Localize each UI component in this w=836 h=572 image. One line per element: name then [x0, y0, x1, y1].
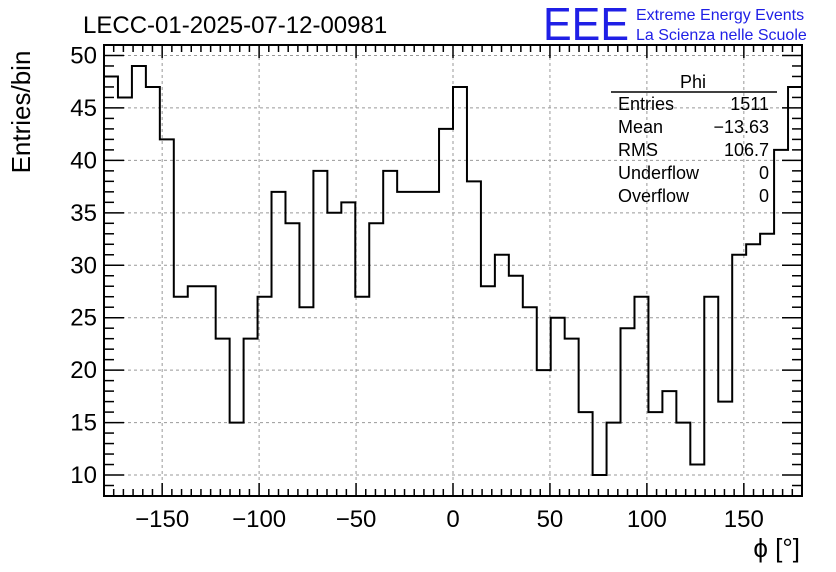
y-tick-label: 50	[70, 42, 97, 69]
y-axis-label: Entries/bin	[6, 51, 36, 174]
histogram-bin	[676, 423, 690, 496]
eee-logo: EEE Extreme Energy Events La Scienza nel…	[543, 0, 807, 50]
histogram-bin	[299, 307, 313, 496]
histogram-bin	[132, 66, 146, 496]
x-tick-label: −150	[135, 506, 189, 533]
histogram-bin	[704, 297, 718, 496]
histogram-bin	[593, 475, 607, 496]
logo-letters: EEE	[543, 0, 629, 50]
histogram-bin	[760, 234, 774, 496]
histogram-bin	[537, 370, 551, 496]
histogram-bin	[341, 202, 355, 496]
histogram-bin	[579, 412, 593, 496]
histogram-bin	[397, 192, 411, 496]
histogram-bars	[104, 64, 802, 496]
histogram-bin	[495, 255, 509, 496]
histogram-bin	[509, 276, 523, 496]
histogram-bin	[313, 171, 327, 496]
histogram-bin	[272, 192, 286, 496]
logo-line2: La Scienza nelle Scuole	[636, 27, 807, 44]
y-tick-label: 25	[70, 305, 97, 332]
logo-line1: Extreme Energy Events	[636, 7, 804, 24]
histogram-bin	[118, 97, 132, 496]
histogram-bin	[774, 150, 788, 496]
histogram-bin	[439, 129, 453, 496]
x-tick-label: 50	[537, 506, 564, 533]
histogram-bin	[411, 192, 425, 496]
stats-value: −13.63	[713, 117, 769, 137]
histogram-bin	[662, 391, 676, 496]
y-tick-label: 10	[70, 462, 97, 489]
histogram-bin	[467, 181, 481, 496]
y-tick-label: 15	[70, 410, 97, 437]
y-tick-label: 35	[70, 200, 97, 227]
histogram-bin	[355, 297, 369, 496]
histogram-bin	[383, 171, 397, 496]
axes: −150 −100 −50 0 50 100 150 10 15 20 25 30 35 40 45 50	[70, 42, 802, 533]
histogram-bin	[718, 402, 732, 496]
stats-label: RMS	[618, 140, 658, 160]
y-tick-label: 20	[70, 357, 97, 384]
histogram-bin	[565, 339, 579, 496]
histogram-bin	[453, 87, 467, 496]
y-tick-label: 45	[70, 95, 97, 122]
histogram-bin	[285, 223, 299, 496]
histogram-bin	[327, 213, 341, 496]
stats-value: 0	[759, 163, 769, 183]
histogram-bin	[648, 412, 662, 496]
x-tick-label: −100	[232, 506, 286, 533]
histogram-outline	[104, 64, 802, 477]
histogram-bin	[258, 297, 272, 496]
stats-title: Phi	[680, 72, 706, 92]
histogram-bin	[634, 297, 648, 496]
chart-title: LECC-01-2025-07-12-00981	[83, 12, 387, 39]
histogram-bin	[174, 297, 188, 496]
histogram-bin	[551, 318, 565, 496]
histogram-bin	[621, 328, 635, 496]
histogram-bin	[425, 192, 439, 496]
histogram-bin	[216, 339, 230, 496]
histogram-bin	[230, 423, 244, 496]
stats-value: 106.7	[724, 140, 769, 160]
histogram-bin	[369, 223, 383, 496]
stats-label: Underflow	[618, 163, 700, 183]
x-tick-label: 0	[446, 506, 459, 533]
stats-value: 1511	[730, 94, 769, 114]
x-tick-label: 150	[724, 506, 764, 533]
y-tick-label: 40	[70, 147, 97, 174]
stats-label: Entries	[618, 94, 674, 114]
stats-label: Mean	[618, 117, 663, 137]
stats-box: Phi Entries 1511 Mean −13.63 RMS 106.7 Underflo…	[611, 72, 777, 206]
x-tick-label: −50	[336, 506, 377, 533]
stats-value: 0	[759, 186, 769, 206]
histogram-bin	[523, 307, 537, 496]
histogram-bin	[244, 339, 258, 496]
histogram-bin	[690, 465, 704, 496]
stats-label: Overflow	[618, 186, 690, 206]
histogram-bin	[788, 87, 802, 496]
x-tick-label: 100	[627, 506, 667, 533]
x-axis-label: ϕ [°]	[753, 533, 800, 563]
histogram-bin	[607, 423, 621, 496]
histogram-bin	[146, 87, 160, 496]
y-tick-label: 30	[70, 252, 97, 279]
